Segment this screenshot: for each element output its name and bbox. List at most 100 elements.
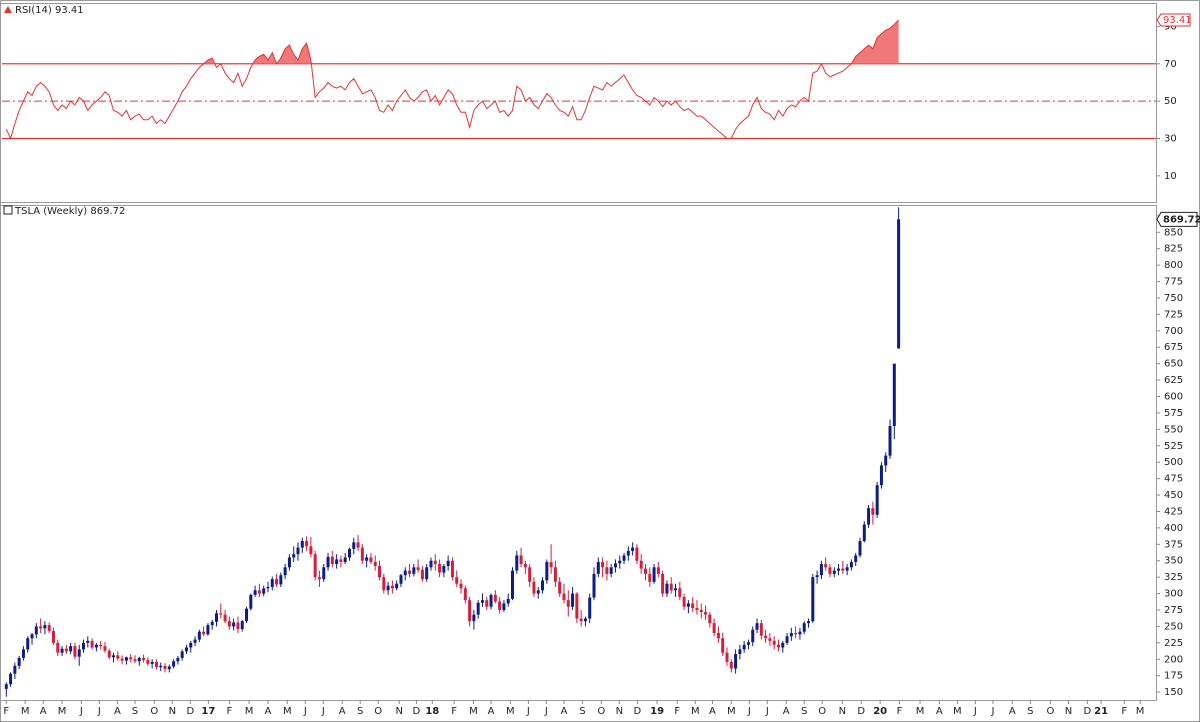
x-tick-label: J	[97, 706, 101, 717]
candle-body	[515, 555, 519, 571]
candle-body	[4, 684, 8, 689]
candle-body	[69, 646, 73, 652]
candle-body	[558, 581, 562, 594]
x-tick-label: S	[1027, 706, 1033, 717]
candle-body	[82, 642, 86, 650]
rsi-last-tag-label: 93.41	[1163, 15, 1192, 26]
candle-body	[849, 562, 853, 568]
candle-body	[450, 560, 454, 578]
x-tick-label: A	[40, 706, 47, 717]
candle-body	[352, 542, 356, 549]
candle-body	[468, 600, 472, 622]
candle-body	[446, 560, 450, 566]
candle-body	[532, 581, 536, 594]
x-tick-label: M	[691, 706, 700, 717]
candle-body	[708, 614, 712, 624]
y-tick-label: 50	[1164, 96, 1177, 107]
y-tick-label: 500	[1164, 457, 1183, 468]
x-tick-label: M	[283, 706, 292, 717]
candle-body	[240, 621, 244, 630]
candle-body	[30, 634, 34, 639]
candle-body	[90, 640, 94, 648]
candle-body	[253, 590, 257, 595]
x-tick-label: 17	[201, 706, 215, 717]
candle-body	[562, 593, 566, 601]
x-tick-label: M	[21, 706, 30, 717]
y-tick-label: 70	[1164, 59, 1177, 70]
candle-body	[493, 594, 497, 602]
candle-body	[871, 508, 875, 515]
y-tick-label: 400	[1164, 523, 1183, 534]
rsi-last: 93.41	[55, 5, 84, 16]
candle-body	[313, 554, 317, 578]
x-tick-label: M	[916, 706, 925, 717]
y-tick-label: 225	[1164, 638, 1183, 649]
price-header: TSLA (Weekly) 869.72	[14, 206, 125, 217]
candle-body	[103, 646, 107, 651]
candle-body	[150, 661, 154, 664]
candle-body	[270, 579, 274, 588]
candle-body	[399, 575, 403, 584]
candle-body	[665, 583, 669, 594]
x-tick-label: F	[897, 706, 903, 717]
candle-body	[485, 600, 489, 607]
x-tick-label: 19	[650, 706, 664, 717]
candle-body	[107, 650, 111, 658]
x-tick-label: N	[1065, 706, 1072, 717]
candle-body	[180, 651, 184, 658]
x-tick-label: O	[150, 706, 158, 717]
candle-body	[528, 567, 532, 582]
x-tick-label: F	[1121, 706, 1127, 717]
candle-body	[776, 644, 780, 648]
candle-body	[279, 575, 283, 585]
candle-body	[34, 626, 38, 635]
candle-body	[480, 600, 484, 603]
candle-body	[163, 665, 167, 670]
candle-body	[678, 588, 682, 597]
candle-body	[892, 363, 896, 427]
candle-body	[296, 547, 300, 555]
candle-body	[498, 601, 502, 611]
candle-body	[575, 593, 579, 619]
candle-body	[605, 567, 609, 574]
candle-body	[133, 659, 137, 662]
candle-body	[601, 562, 605, 568]
candle-body	[571, 593, 575, 607]
candle-body	[592, 573, 596, 598]
candle-body	[549, 562, 553, 568]
candle-body	[146, 659, 150, 664]
candle-body	[789, 632, 793, 637]
y-tick-label: 825	[1164, 244, 1183, 255]
candle-body	[867, 508, 871, 525]
candle-body	[176, 657, 180, 662]
candle-body	[360, 547, 364, 561]
x-tick-label: F	[3, 706, 9, 717]
candle-body	[755, 623, 759, 630]
candle-body	[214, 613, 218, 622]
candle-body	[120, 658, 124, 661]
y-tick-label: 625	[1164, 375, 1183, 386]
candle-body	[669, 583, 673, 591]
x-tick-label: M	[469, 706, 478, 717]
candle-body	[412, 567, 416, 574]
candle-body	[742, 644, 746, 650]
y-tick-label: 175	[1164, 671, 1183, 682]
x-tick-label: J	[747, 706, 751, 717]
y-tick-label: 850	[1164, 227, 1183, 238]
x-tick-label: S	[357, 706, 363, 717]
candle-body	[292, 554, 296, 558]
candle-body	[459, 583, 463, 589]
candle-body	[262, 588, 266, 594]
candle-body	[9, 673, 13, 685]
y-tick-label: 250	[1164, 621, 1183, 632]
x-tick-label: A	[488, 706, 495, 717]
candle-body	[888, 426, 892, 456]
x-tick-label: S	[801, 706, 807, 717]
candle-body	[583, 618, 587, 622]
y-tick-label: 650	[1164, 359, 1183, 370]
x-tick-label: D	[633, 706, 641, 717]
x-tick-label: A	[339, 706, 346, 717]
y-tick-label: 450	[1164, 490, 1183, 501]
y-tick-label: 375	[1164, 539, 1183, 550]
